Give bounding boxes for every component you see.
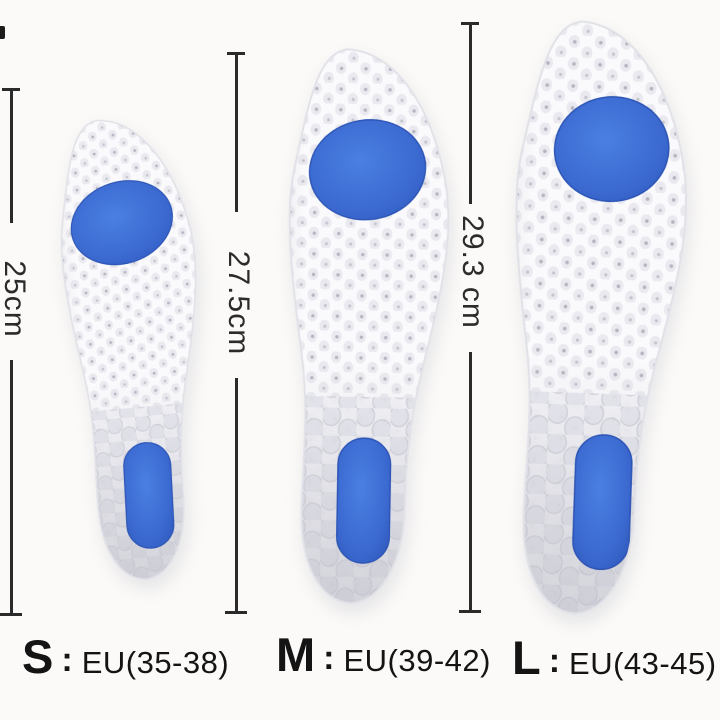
size-range-l: EU(43-45) [569,646,717,681]
measure-line [235,54,238,212]
size-colon: : [548,642,561,680]
heel-pad [336,437,392,564]
measure-line [235,378,238,611]
size-range-s: EU(35-38) [81,645,230,680]
forefoot-pad [70,180,173,266]
insole-large-image [501,18,694,618]
measure-line [469,24,472,204]
forefoot-pad [308,119,427,221]
heel-pad [572,434,633,571]
size-range-m: EU(39-42) [343,643,491,678]
cropped-arrow-artifact [0,26,5,39]
measure-cap-bottom [459,610,481,613]
heel-pad [123,442,175,549]
size-label-small: S : EU(35-38) [22,633,229,682]
measure-cap-top [2,88,20,91]
size-letter-s: S [22,630,54,683]
measure-cap-bottom [225,611,247,614]
measure-cap-bottom [0,613,22,616]
insole-small-image [49,112,224,585]
size-colon: : [61,641,73,679]
size-label-medium: M : EU(39-42) [276,631,491,680]
measure-line [469,352,472,610]
size-letter-l: L [512,631,541,684]
measure-cap-top [461,22,479,25]
measurement-small-value: 25cm [0,260,31,338]
measurement-medium-value: 27.5cm [222,250,255,356]
measure-line [10,90,13,223]
forefoot-pad [553,96,670,203]
size-colon: : [323,639,335,677]
measure-line [10,360,13,613]
measure-cap-top [227,52,245,55]
size-letter-m: M [276,628,316,681]
insole-medium-image [282,47,453,606]
size-label-large: L : EU(43-45) [512,634,717,683]
